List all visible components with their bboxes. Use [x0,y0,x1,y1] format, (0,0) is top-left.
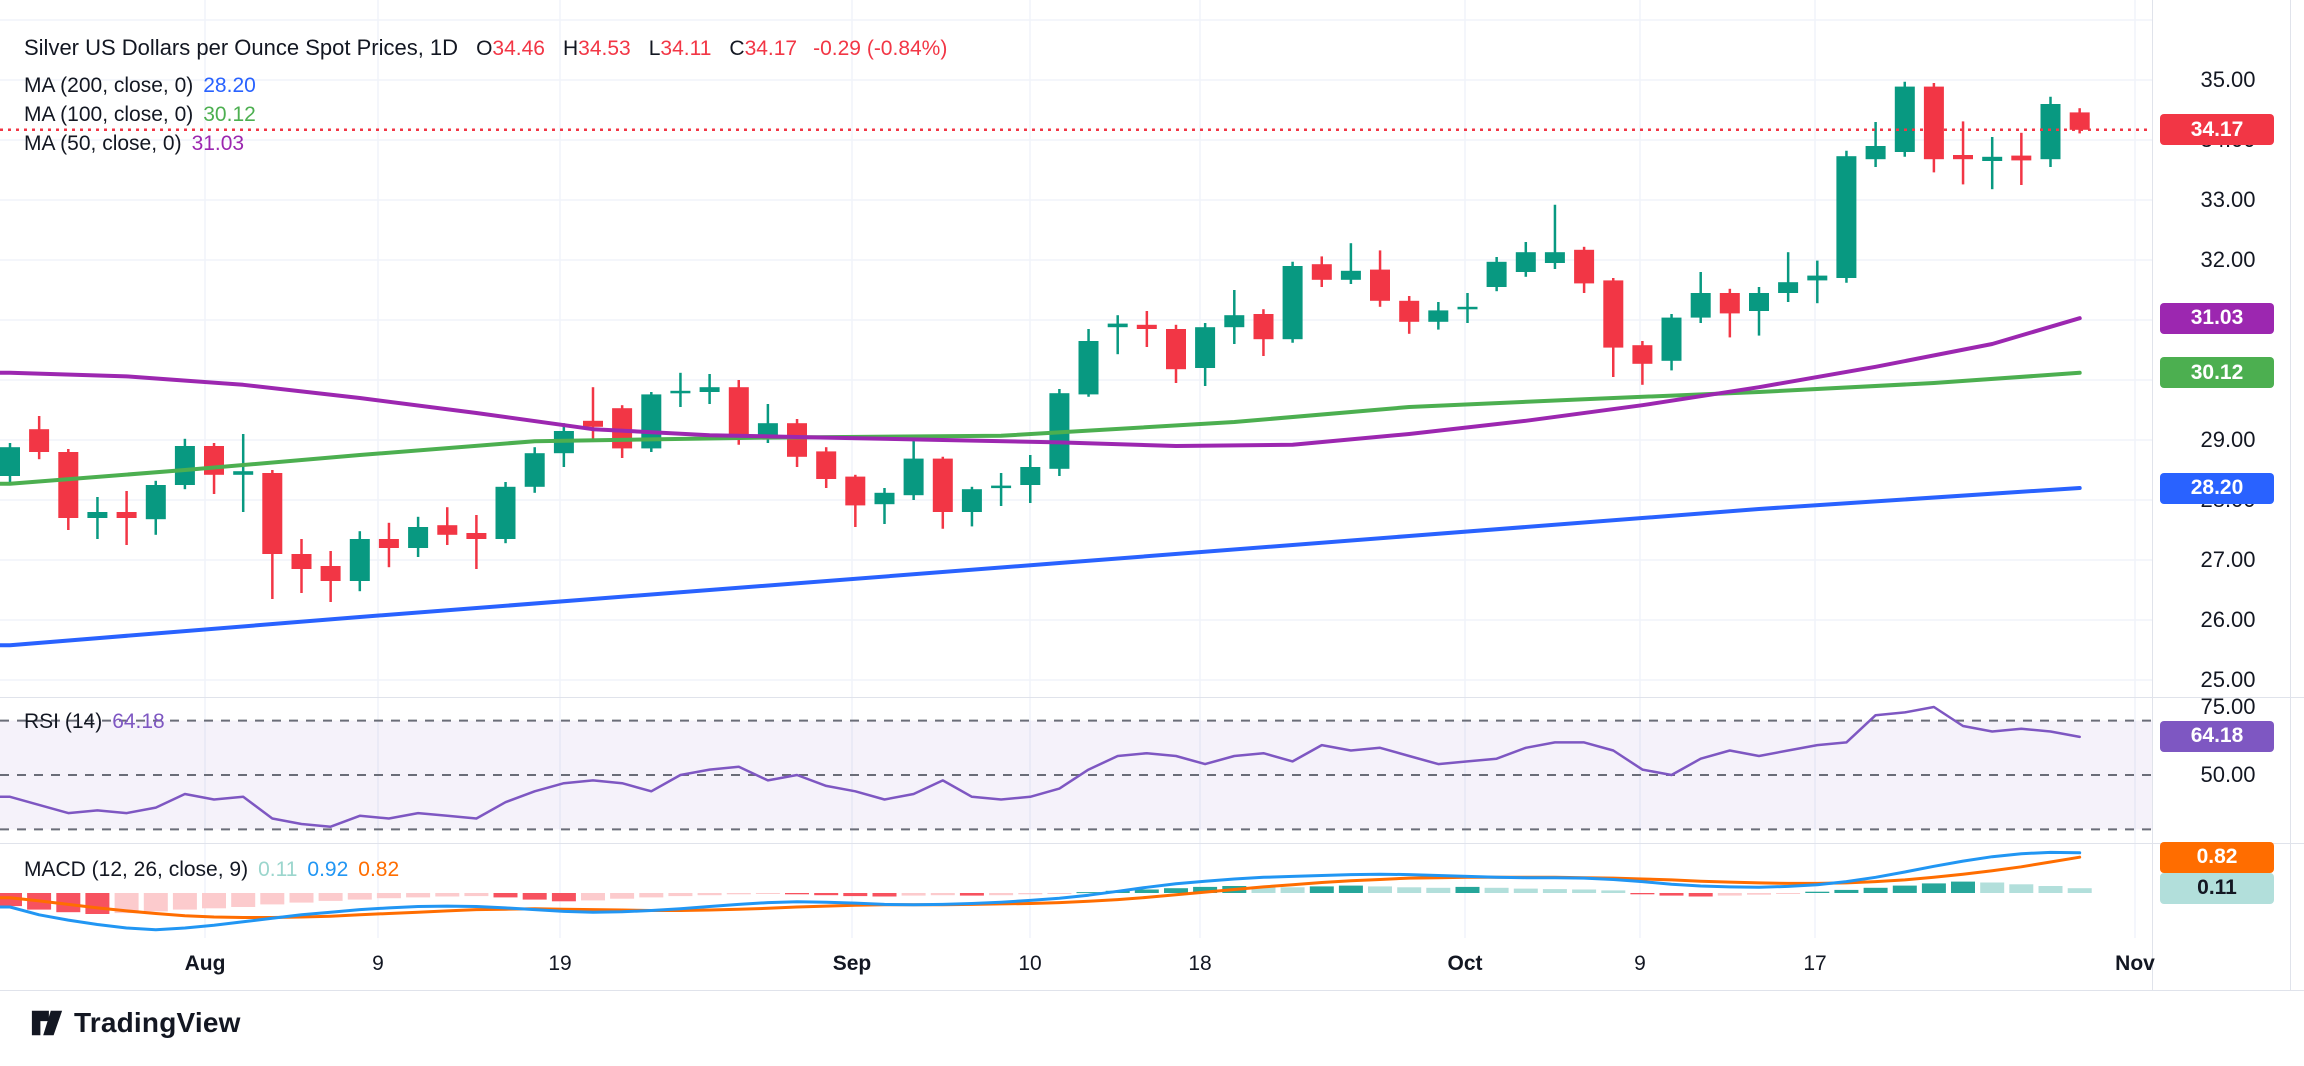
macd-line-value: 0.92 [307,858,349,881]
price-axis-label: 29.00 [2200,427,2256,452]
symbol-legend[interactable]: Silver US Dollars per Ounce Spot Prices,… [24,36,947,61]
macd-chart-canvas[interactable] [0,844,2152,938]
time-axis-label: Oct [1447,952,1483,975]
tradingview-logo-text: TradingView [74,1007,241,1038]
time-axis[interactable]: Aug 9 19 Sep 10 18 Oct 9 17 Nov [0,938,2304,990]
rsi-pane[interactable] [0,698,2152,843]
ma100-legend[interactable]: MA (100, close, 0) 30.12 [24,103,256,126]
ma100-value: 30.12 [203,103,256,126]
time-axis-label: Nov [2115,952,2155,975]
ohlc-open: O34.46 [476,37,545,60]
time-axis-label: 19 [548,952,572,975]
main-chart-canvas[interactable] [0,0,2152,697]
ma200-legend[interactable]: MA (200, close, 0) 28.20 [24,74,256,97]
rsi-chart-canvas[interactable] [0,698,2152,843]
rsi-legend[interactable]: RSI (14) 64.18 [24,710,165,733]
tradingview-logo-icon [30,1006,64,1040]
main-price-badge: 28.20 [2160,472,2274,504]
time-axis-label: 17 [1803,952,1827,975]
rsi-value: 64.18 [112,710,165,733]
macd-legend[interactable]: MACD (12, 26, close, 9) 0.11 0.92 0.82 [24,858,400,881]
ohlc-high: H34.53 [562,37,631,60]
price-axis-label: 35.00 [2200,67,2256,92]
main-price-badge: 34.17 [2160,114,2274,146]
ohlc-low: L34.11 [648,37,712,60]
macd-signal-value: 0.82 [358,858,400,881]
pane-divider-main-rsi[interactable] [0,697,2304,698]
time-axis-label: 9 [372,952,384,975]
axis-left-border [2152,0,2153,991]
ma50-value: 31.03 [191,132,245,155]
rsi-price-badge: 64.18 [2160,720,2274,752]
macd-price-badge: 0.82 [2160,841,2274,873]
main-price-badge: 30.12 [2160,357,2274,389]
rsi-axis-label: 75.00 [2200,694,2256,719]
time-axis-label: 10 [1018,952,1042,975]
axis-right-border [2290,0,2291,991]
price-axis-label: 33.00 [2200,187,2256,212]
price-axis-label: 32.00 [2200,247,2256,272]
chart-bottom-border [0,990,2304,991]
time-axis-label: Sep [832,952,872,975]
rsi-axis-label: 50.00 [2200,762,2256,787]
main-price-pane[interactable] [0,0,2152,697]
ma50-legend[interactable]: MA (50, close, 0) 31.03 [24,132,245,155]
price-axis[interactable]: 25.0026.0027.0028.0029.0032.0033.0034.00… [2152,0,2304,991]
time-axis-label: 18 [1188,952,1212,975]
macd-pane[interactable] [0,844,2152,938]
pane-divider-rsi-macd[interactable] [0,843,2304,844]
ma200-value: 28.20 [203,74,256,97]
price-change: -0.29 (-0.84%) [813,37,948,60]
main-price-badge: 31.03 [2160,302,2274,334]
price-axis-label: 26.00 [2200,607,2256,632]
macd-price-badge: 0.11 [2160,872,2274,904]
price-axis-label: 25.00 [2200,667,2256,692]
time-axis-label: Aug [184,952,226,975]
tradingview-logo[interactable]: TradingView [30,1006,241,1040]
ohlc-close: C34.17 [729,37,798,60]
symbol-title[interactable]: Silver US Dollars per Ounce Spot Prices,… [24,35,459,60]
macd-hist-value: 0.11 [258,858,298,881]
time-axis-label: 9 [1634,952,1646,975]
price-axis-label: 27.00 [2200,547,2256,572]
